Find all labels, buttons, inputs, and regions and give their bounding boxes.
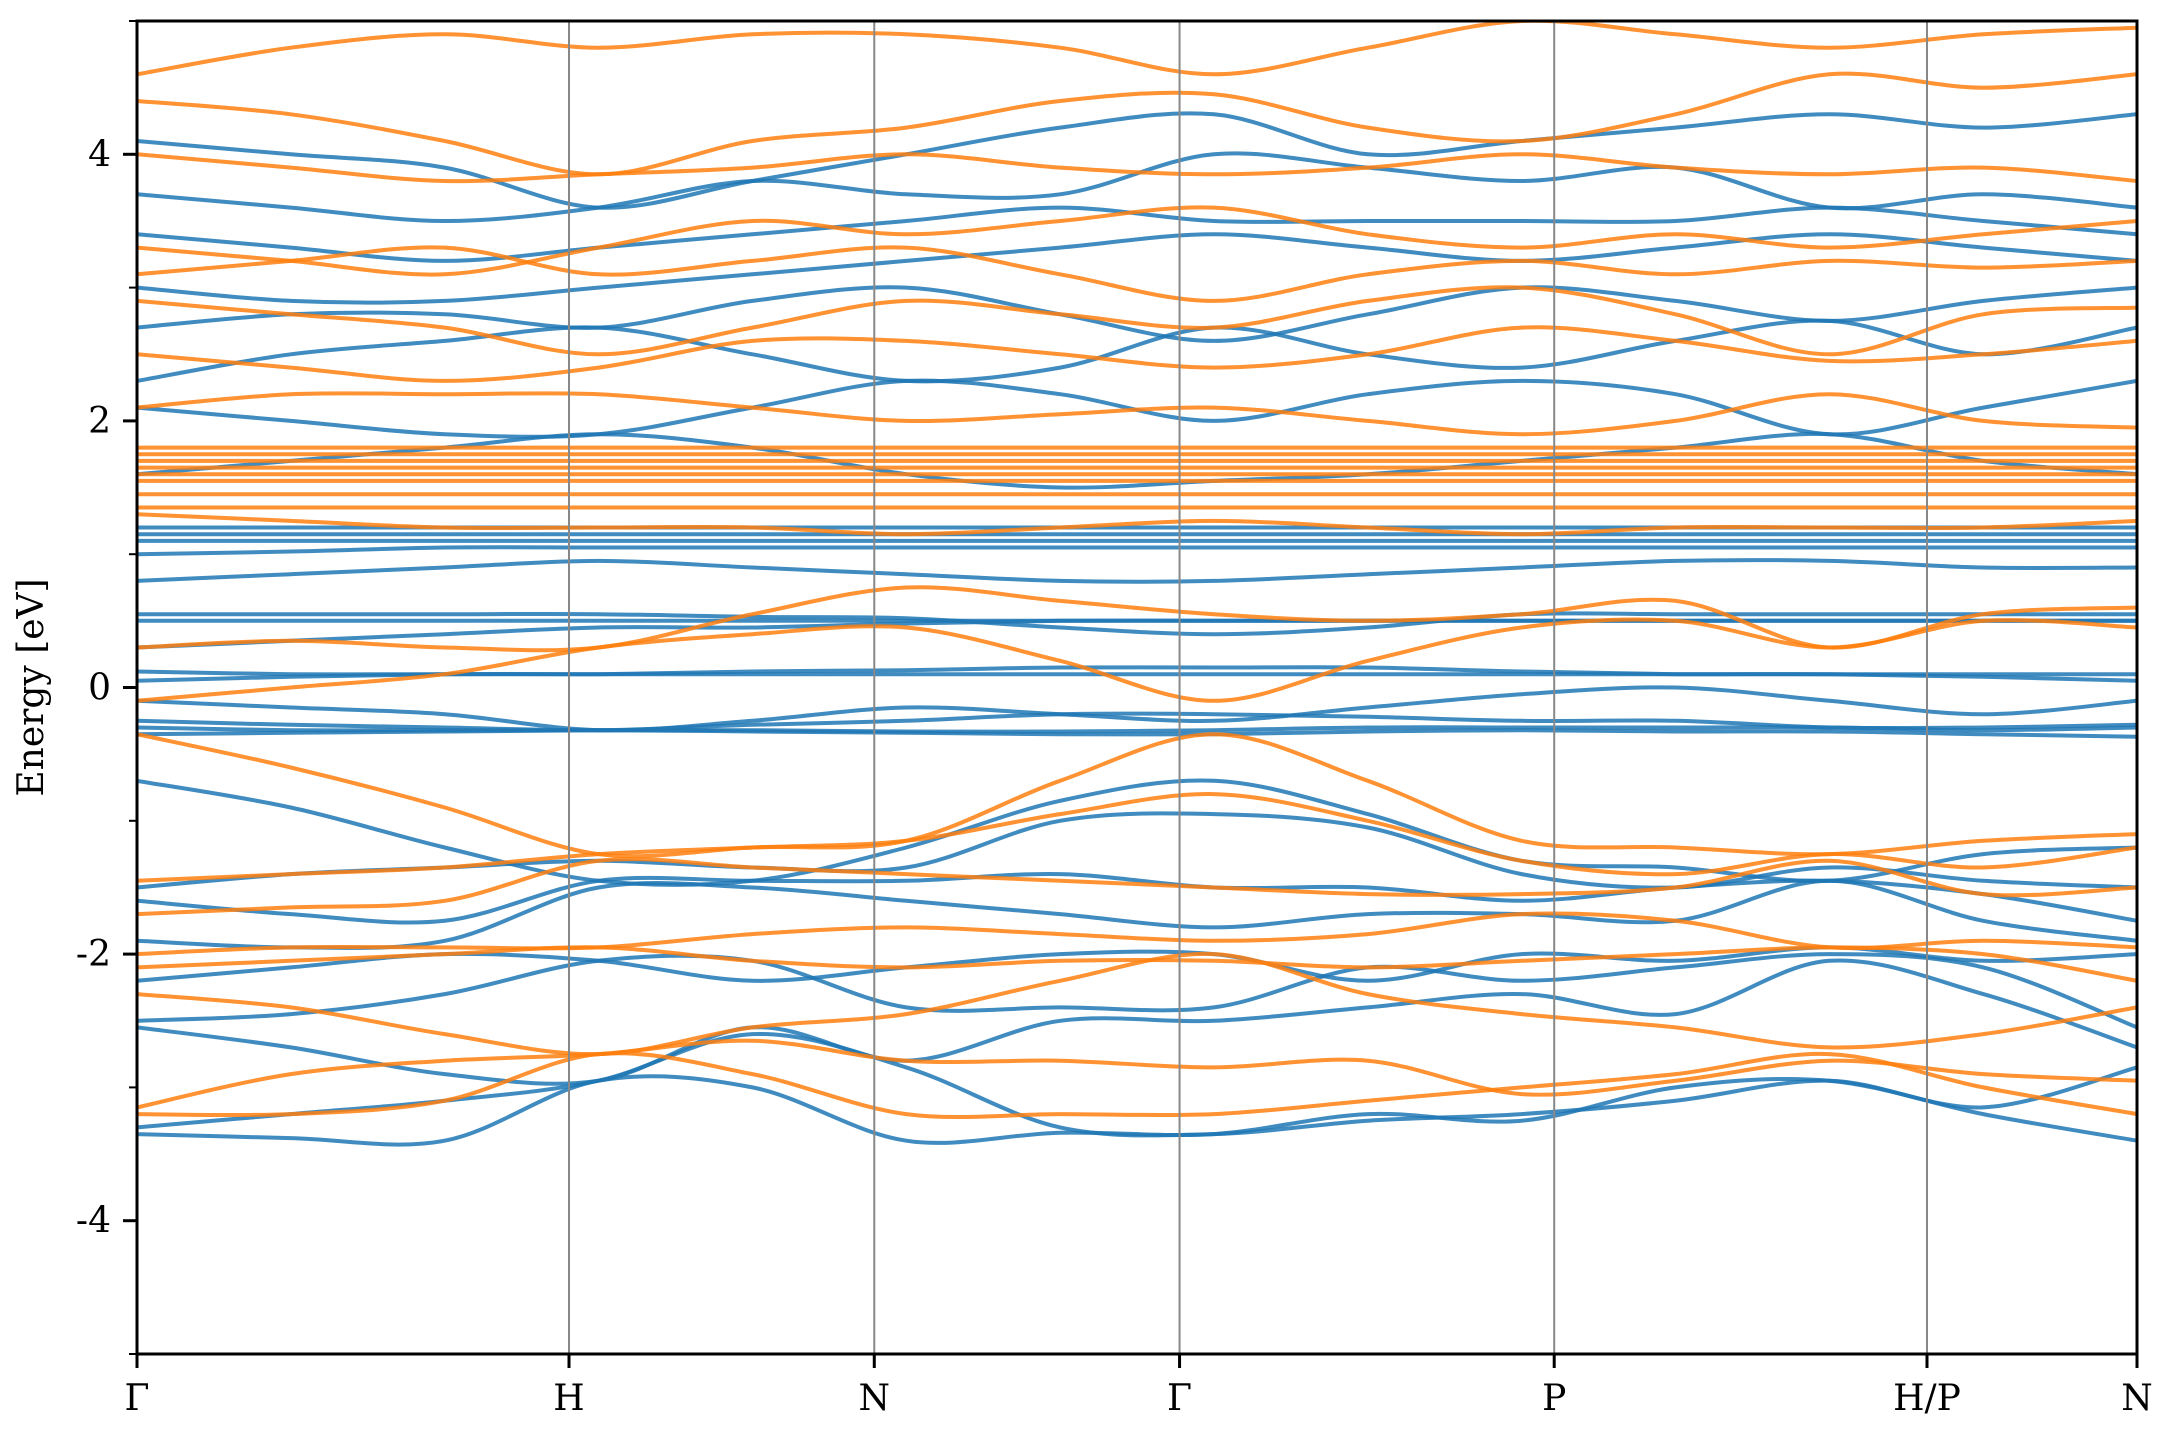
band-down-0 <box>137 1051 2137 1120</box>
band-down-7 <box>137 732 2137 859</box>
y-tick-label-4: 4 <box>88 134 111 175</box>
x-tick-label-1: H <box>553 1378 584 1419</box>
band-down-5 <box>137 857 2137 917</box>
band-down-25 <box>137 71 2137 177</box>
band-down-10 <box>137 512 2137 537</box>
y-tick-label-3: 2 <box>88 401 111 442</box>
y-axis-label: Energy [eV] <box>11 578 52 796</box>
band-down-21 <box>137 285 2137 357</box>
x-tick-label-3: Γ <box>1167 1378 1192 1419</box>
band-down-20 <box>137 325 2137 383</box>
x-tick-label-6: N <box>2121 1378 2153 1419</box>
y-tick-label-0: -4 <box>76 1201 111 1242</box>
x-axis: Γ H N Γ P H/P N <box>125 1354 2153 1419</box>
band-up-11 <box>137 711 2137 733</box>
band-up-27 <box>137 232 2137 305</box>
band-up-2 <box>137 958 2137 1086</box>
band-down-24 <box>137 152 2137 184</box>
band-down-22 <box>137 245 2137 303</box>
band-up-8 <box>137 778 2137 887</box>
y-axis: -4 -2 0 2 4 <box>76 20 137 1355</box>
band-up-26 <box>137 285 2137 343</box>
band-down-1 <box>137 1038 2137 1110</box>
y-tick-label-1: -2 <box>76 934 111 975</box>
band-up-15 <box>137 618 2137 650</box>
band-up-1 <box>137 1031 2137 1138</box>
x-tick-label-0: Γ <box>125 1378 150 1419</box>
band-down-19 <box>137 391 2137 437</box>
kpoint-separators <box>568 21 1929 1354</box>
band-down-2 <box>137 951 2137 1057</box>
x-tick-label-2: N <box>859 1378 891 1419</box>
band-up-30 <box>137 111 2137 210</box>
bands-layer <box>137 21 2137 1147</box>
band-down-26 <box>137 21 2137 77</box>
band-up-12 <box>137 685 2137 733</box>
band-up-19 <box>137 545 2137 557</box>
x-tick-label-4: P <box>1542 1378 1566 1419</box>
band-down-4 <box>137 911 2137 957</box>
band-down-23 <box>137 205 2137 277</box>
band-up-18 <box>137 558 2137 584</box>
y-tick-label-2: 0 <box>88 668 111 709</box>
x-tick-label-5: H/P <box>1893 1378 1961 1419</box>
band-down-9 <box>137 585 2137 653</box>
band-up-17 <box>137 611 2137 637</box>
band-up-14 <box>137 665 2137 683</box>
band-up-3 <box>137 952 2137 1030</box>
band-up-7 <box>137 811 2137 890</box>
